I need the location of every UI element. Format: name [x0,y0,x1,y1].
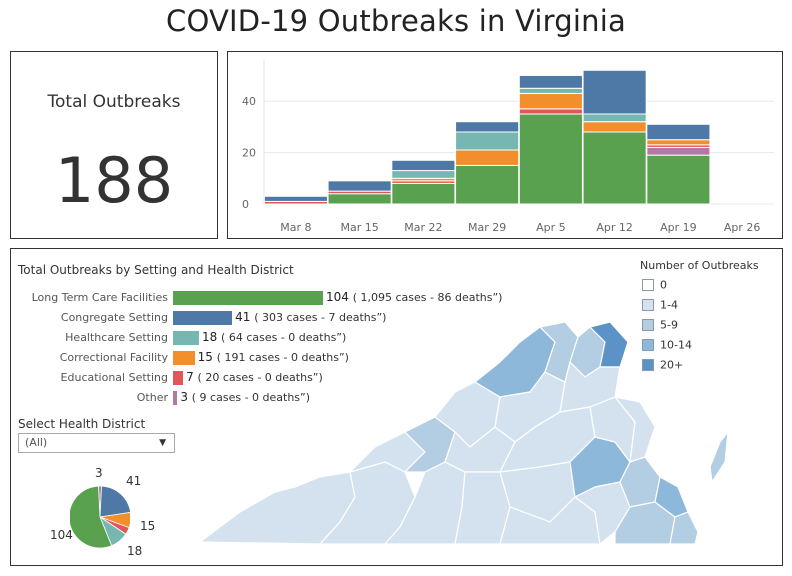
stacked-bar-segment[interactable] [327,180,392,192]
health-district-select-value: (All) [25,436,48,449]
legend-swatch [642,339,654,351]
stacked-bar-segment[interactable] [518,74,583,89]
virginia-health-district-map[interactable] [200,322,760,562]
stacked-bar-segment[interactable] [263,195,328,202]
stacked-bar-segment[interactable] [455,121,520,133]
legend-swatch [642,279,654,291]
stacked-bar-segment[interactable] [391,182,456,205]
stacked-bar-segment[interactable] [582,69,647,115]
stacked-bar-segment[interactable] [518,113,583,205]
filter-label: Select Health District [18,417,146,431]
map-legend-item[interactable]: 10-14 [642,338,772,358]
stacked-bar-segment[interactable] [518,92,583,110]
legend-swatch [642,359,654,371]
stacked-bar-segment[interactable] [646,139,711,146]
x-tick-label: Apr 19 [660,221,697,234]
stacked-bar-segment[interactable] [582,121,647,133]
pie-label-congregate: 41 [126,474,142,488]
map-district [709,431,729,483]
stacked-bar-segment[interactable] [518,108,583,115]
x-tick-label: Mar 8 [280,221,311,234]
health-district-select[interactable]: (All) ▼ [18,433,175,453]
stacked-bar-segment[interactable] [518,87,583,94]
map-legend-item[interactable]: 0 [642,278,772,298]
pie-label-healthcare: 18 [127,544,143,558]
map-legend: 0 1-4 5-9 10-14 20+ [642,278,772,378]
pie-label-other: 3 [95,466,103,480]
weekly-chart-panel: 0 20 40 Mar 8 Mar 15 Mar 22 Mar 29 Apr 5 Apr 12 A… [227,51,783,239]
x-tick-label: Apr 12 [596,221,633,234]
setting-pie-chart [70,485,130,549]
pie-slice[interactable] [70,485,113,549]
pie-label-long-term: 104 [50,528,73,542]
legend-label: 1-4 [660,298,678,312]
pie-slice[interactable] [99,485,130,518]
map-district [654,476,689,518]
y-tick-label: 0 [242,198,249,211]
legend-label: 0 [660,278,667,292]
legend-label: 10-14 [660,338,692,352]
legend-swatch [642,299,654,311]
pie-label-correctional: 15 [140,519,156,533]
kpi-label: Total Outbreaks [47,92,181,112]
map-district [669,511,699,545]
setting-chart-title: Total Outbreaks by Setting and Health Di… [18,263,294,277]
map-legend-item[interactable]: 5-9 [642,318,772,338]
chevron-down-icon: ▼ [159,438,166,448]
stacked-bar-segment[interactable] [646,146,711,156]
x-tick-label: Apr 5 [536,221,566,234]
y-tick-label: 20 [242,147,256,160]
y-tick-label: 40 [242,95,256,108]
stacked-bar-segment[interactable] [327,193,392,205]
stacked-bar-segment[interactable] [455,164,520,205]
page-title: COVID-19 Outbreaks in Virginia [166,4,626,38]
map-legend-title: Number of Outbreaks [640,259,759,272]
stacked-bar-segment[interactable] [646,123,711,141]
x-tick-label: Mar 22 [404,221,442,234]
x-tick-label: Mar 29 [468,221,506,234]
stacked-bar-segment[interactable] [391,159,456,172]
stacked-bar-segment[interactable] [391,170,456,179]
map-legend-item[interactable]: 20+ [642,358,772,378]
stacked-bar-segment[interactable] [455,149,520,166]
map-legend-item[interactable]: 1-4 [642,298,772,318]
legend-label: 20+ [660,358,684,372]
weekly-stacked-bar-chart: 0 20 40 Mar 8 Mar 15 Mar 22 Mar 29 Apr 5 Apr 12 A… [242,60,774,234]
legend-label: 5-9 [660,318,678,332]
stacked-bar-segment[interactable] [582,131,647,205]
kpi-value: 188 [54,144,174,217]
x-tick-label: Apr 26 [724,221,761,234]
legend-swatch [642,319,654,331]
stacked-bar-segment[interactable] [646,154,711,205]
stacked-bar-segment[interactable] [455,131,520,151]
x-tick-label: Mar 15 [341,221,379,234]
kpi-panel: Total Outbreaks 188 [10,51,218,239]
stacked-bar-segment[interactable] [582,113,647,123]
